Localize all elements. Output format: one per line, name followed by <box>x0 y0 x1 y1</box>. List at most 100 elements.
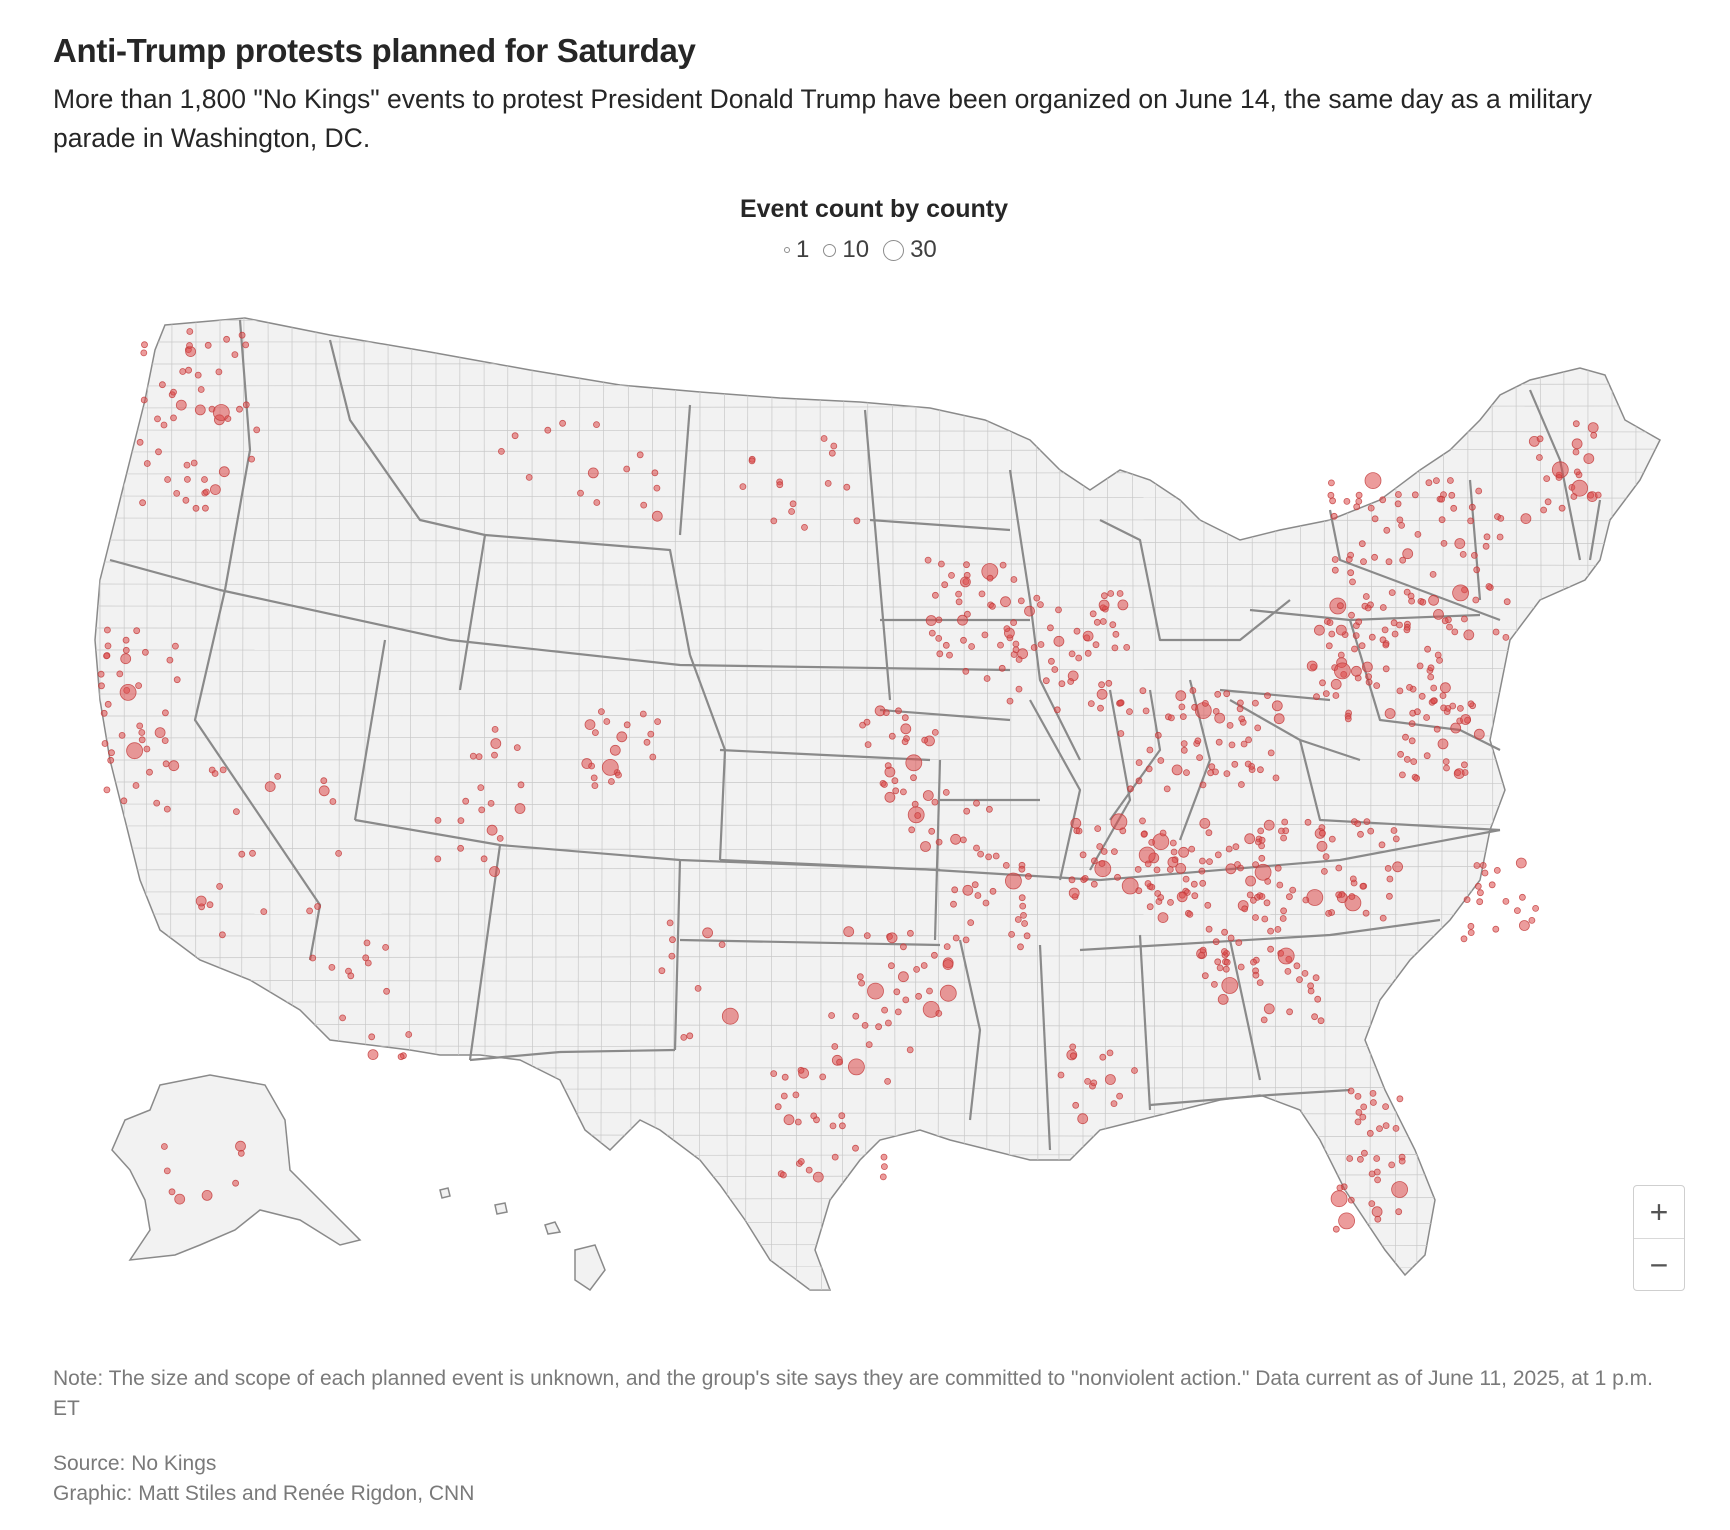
event-dot[interactable] <box>146 768 153 776</box>
event-dot[interactable] <box>1207 769 1214 777</box>
event-dot[interactable] <box>1571 438 1583 450</box>
event-dot[interactable] <box>1335 891 1343 899</box>
event-dot[interactable] <box>1279 915 1287 922</box>
event-dot[interactable] <box>922 790 934 801</box>
event-dot[interactable] <box>623 721 631 729</box>
event-dot[interactable] <box>1205 925 1213 933</box>
event-dot[interactable] <box>154 415 161 423</box>
event-dot[interactable] <box>1392 1125 1400 1132</box>
event-dot[interactable] <box>143 745 151 753</box>
event-dot[interactable] <box>1437 738 1449 750</box>
event-dot[interactable] <box>1214 712 1226 724</box>
event-dot[interactable] <box>1205 829 1213 837</box>
event-dot[interactable] <box>1030 644 1038 651</box>
event-dot[interactable] <box>478 806 486 814</box>
event-dot[interactable] <box>1077 1113 1089 1125</box>
event-dot[interactable] <box>195 895 207 907</box>
event-dot[interactable] <box>1021 920 1028 927</box>
event-dot[interactable] <box>318 785 330 797</box>
event-dot[interactable] <box>1423 714 1430 721</box>
event-dot[interactable] <box>1110 813 1128 831</box>
event-dot[interactable] <box>748 457 756 465</box>
event-dot[interactable] <box>1362 909 1370 917</box>
event-dot[interactable] <box>1098 860 1106 867</box>
event-dot[interactable] <box>559 419 566 427</box>
event-dot[interactable] <box>770 517 778 525</box>
event-dot[interactable] <box>1558 504 1566 512</box>
event-dot[interactable] <box>1457 704 1464 712</box>
event-dot[interactable] <box>1366 1129 1374 1137</box>
event-dot[interactable] <box>103 786 111 794</box>
event-dot[interactable] <box>942 641 950 649</box>
event-dot[interactable] <box>1042 677 1050 685</box>
event-dot[interactable] <box>1068 887 1080 899</box>
event-dot[interactable] <box>1402 733 1409 741</box>
event-dot[interactable] <box>1307 982 1314 990</box>
event-dot[interactable] <box>963 561 970 569</box>
event-dot[interactable] <box>1330 512 1338 520</box>
event-dot[interactable] <box>158 381 166 389</box>
event-dot[interactable] <box>1360 558 1367 566</box>
event-dot[interactable] <box>1355 497 1363 505</box>
event-dot[interactable] <box>514 803 526 814</box>
event-dot[interactable] <box>1362 661 1373 673</box>
event-dot[interactable] <box>1194 737 1202 745</box>
event-dot[interactable] <box>820 435 828 442</box>
event-dot[interactable] <box>475 753 483 761</box>
event-dot[interactable] <box>1211 981 1218 988</box>
event-dot[interactable] <box>1379 496 1387 504</box>
event-dot[interactable] <box>1131 1067 1138 1074</box>
event-dot[interactable] <box>1252 971 1260 979</box>
event-dot[interactable] <box>1396 687 1404 695</box>
event-dot[interactable] <box>1238 781 1245 788</box>
event-dot[interactable] <box>1388 589 1396 597</box>
event-dot[interactable] <box>1237 699 1244 707</box>
event-dot[interactable] <box>1460 935 1468 943</box>
event-dot[interactable] <box>235 1140 246 1152</box>
event-dot[interactable] <box>141 648 149 656</box>
event-dot[interactable] <box>1180 740 1188 748</box>
event-dot[interactable] <box>861 1022 869 1029</box>
event-dot[interactable] <box>1408 737 1416 745</box>
event-dot[interactable] <box>119 683 137 701</box>
event-dot[interactable] <box>1256 979 1264 986</box>
event-dot[interactable] <box>249 849 256 857</box>
event-dot[interactable] <box>173 489 181 497</box>
event-dot[interactable] <box>1587 422 1599 434</box>
event-dot[interactable] <box>1488 881 1496 889</box>
event-dot[interactable] <box>1221 948 1228 955</box>
event-dot[interactable] <box>986 805 993 813</box>
event-dot[interactable] <box>616 731 628 743</box>
event-dot[interactable] <box>182 496 190 504</box>
event-dot[interactable] <box>1474 882 1482 890</box>
event-dot[interactable] <box>120 797 128 805</box>
event-dot[interactable] <box>1033 594 1041 602</box>
event-dot[interactable] <box>1411 491 1419 499</box>
event-dot[interactable] <box>1433 725 1441 733</box>
event-dot[interactable] <box>364 959 372 967</box>
event-dot[interactable] <box>1093 618 1101 626</box>
event-dot[interactable] <box>160 1143 168 1150</box>
event-dot[interactable] <box>1433 477 1440 485</box>
event-dot[interactable] <box>1373 682 1381 690</box>
event-dot[interactable] <box>1468 503 1476 511</box>
event-dot[interactable] <box>1383 526 1391 534</box>
event-dot[interactable] <box>1331 556 1339 563</box>
event-dot[interactable] <box>1037 601 1044 609</box>
event-dot[interactable] <box>925 615 937 626</box>
event-dot[interactable] <box>955 598 963 606</box>
event-dot[interactable] <box>888 732 896 740</box>
event-dot[interactable] <box>1199 781 1207 789</box>
event-dot[interactable] <box>1107 590 1115 597</box>
event-dot[interactable] <box>1343 497 1351 505</box>
event-dot[interactable] <box>1096 843 1104 850</box>
event-dot[interactable] <box>161 737 169 745</box>
event-dot[interactable] <box>1166 866 1174 873</box>
event-dot[interactable] <box>1012 640 1020 648</box>
event-dot[interactable] <box>1000 596 1011 608</box>
event-dot[interactable] <box>839 1122 846 1130</box>
event-dot[interactable] <box>1572 420 1580 428</box>
event-dot[interactable] <box>858 979 865 987</box>
event-dot[interactable] <box>1178 846 1189 858</box>
event-dot[interactable] <box>1430 697 1437 705</box>
